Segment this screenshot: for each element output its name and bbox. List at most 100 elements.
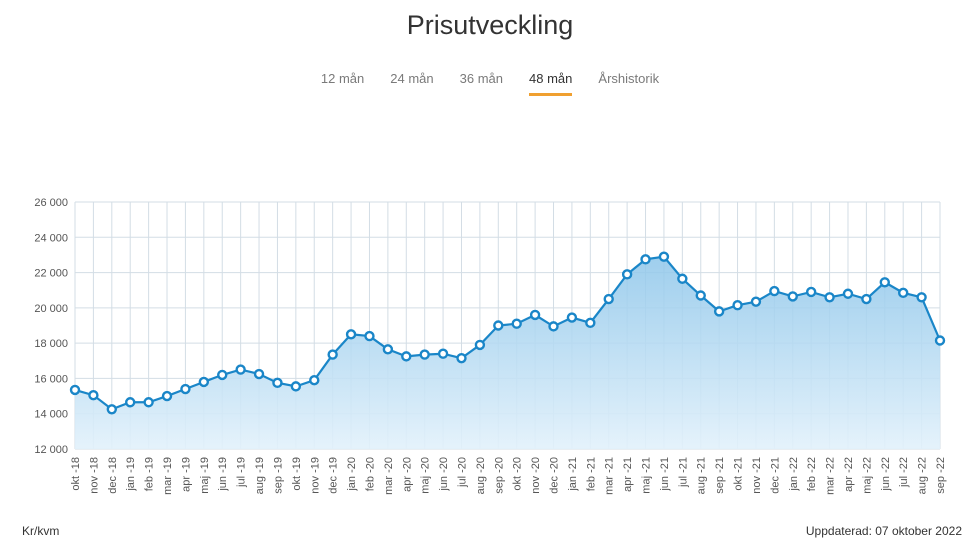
chart-points: [69, 251, 946, 415]
x-tick-label: mar -20: [383, 457, 395, 495]
x-tick-label: okt -18: [70, 457, 82, 491]
data-point: [474, 339, 486, 351]
x-tick-label: apr -21: [622, 457, 634, 492]
y-tick-label: 12 000: [34, 444, 68, 456]
data-point: [677, 273, 688, 284]
x-tick-label: okt -19: [291, 457, 303, 491]
x-tick-label: apr -19: [180, 457, 192, 492]
data-point: [125, 397, 136, 408]
data-point: [161, 390, 173, 402]
x-tick-label: apr -20: [401, 457, 413, 492]
x-tick-label: sep -21: [714, 457, 726, 494]
data-point: [382, 344, 394, 355]
x-tick-label: sep -22: [935, 457, 947, 494]
x-tick-label: aug -21: [696, 457, 708, 494]
price-area-fill: [75, 256, 940, 449]
period-tabs: 12 mån 24 mån 36 mån 48 mån Årshistorik: [0, 69, 980, 96]
chart-axes: 12 000 14 000 16 000 18 000 20 000 22 000 24 0…: [34, 197, 947, 495]
data-point: [401, 351, 412, 362]
data-point: [69, 384, 81, 396]
data-point: [879, 277, 890, 288]
y-tick-label: 18 000: [34, 338, 68, 350]
data-point: [566, 312, 578, 323]
x-tick-label: sep -20: [493, 457, 505, 494]
data-point: [180, 383, 191, 395]
data-point: [290, 381, 302, 392]
x-tick-label: mar -22: [825, 457, 837, 495]
data-point: [437, 348, 449, 359]
x-tick-label: feb -19: [144, 457, 156, 491]
data-point: [621, 269, 633, 280]
x-tick-label: jun -21: [659, 457, 671, 492]
tab-36-months[interactable]: 36 mån: [459, 71, 504, 86]
data-point: [309, 374, 320, 386]
x-tick-label: aug -19: [254, 457, 266, 494]
data-point: [253, 368, 265, 380]
x-tick-label: feb -22: [806, 457, 818, 491]
data-point: [805, 286, 817, 298]
data-point: [787, 291, 798, 302]
data-point: [345, 329, 357, 340]
data-point: [658, 251, 670, 262]
data-point: [529, 309, 541, 321]
x-tick-label: jul -19: [236, 457, 248, 488]
x-tick-label: dec -19: [328, 457, 340, 494]
x-tick-label: aug -20: [475, 457, 487, 494]
data-point: [364, 330, 375, 342]
data-point: [824, 292, 835, 303]
data-point: [640, 254, 651, 265]
data-point: [695, 290, 706, 301]
price-chart: 12 000 14 000 16 000 18 000 20 000 22 000 24 0…: [34, 197, 947, 495]
tab-12-months[interactable]: 12 mån: [320, 71, 365, 86]
x-tick-label: nov -21: [751, 457, 763, 494]
x-tick-label: jul -20: [456, 457, 468, 488]
x-tick-label: maj -22: [861, 457, 873, 494]
x-tick-label: dec -21: [769, 457, 781, 494]
x-tick-label: feb -21: [585, 457, 597, 491]
data-point: [769, 285, 780, 297]
x-tick-label: maj -21: [641, 457, 653, 494]
data-point: [603, 293, 614, 305]
x-tick-label: jan -22: [788, 457, 800, 492]
data-point: [861, 293, 872, 305]
x-tick-label: nov -20: [530, 457, 542, 494]
data-point: [934, 335, 946, 346]
y-tick-label: 14 000: [34, 409, 68, 421]
data-point: [143, 397, 154, 408]
unit-label: Kr/kvm: [22, 524, 60, 538]
x-tick-label: jun -20: [438, 457, 450, 492]
x-tick-label: jun -19: [217, 457, 229, 492]
data-point: [106, 404, 118, 415]
x-tick-label: jan -20: [346, 457, 358, 492]
y-tick-label: 16 000: [34, 373, 68, 385]
x-tick-label: dec -18: [107, 457, 119, 494]
tab-24-months[interactable]: 24 mån: [390, 71, 434, 86]
data-point: [897, 287, 909, 299]
x-tick-label: okt -20: [512, 457, 524, 491]
x-tick-label: jan -19: [125, 457, 137, 492]
x-tick-label: jan -21: [567, 457, 579, 492]
data-point: [272, 377, 283, 389]
x-tick-label: jun -22: [880, 457, 892, 492]
x-tick-label: apr -22: [843, 457, 855, 492]
data-point: [585, 317, 596, 329]
x-tick-label: sep -19: [272, 457, 284, 494]
x-tick-label: mar -19: [162, 457, 174, 495]
tab-48-months[interactable]: 48 mån: [529, 69, 573, 96]
x-tick-label: okt -21: [733, 457, 745, 491]
x-tick-label: maj -20: [420, 457, 432, 494]
data-point: [217, 369, 228, 381]
y-tick-label: 20 000: [34, 303, 68, 315]
data-point: [916, 292, 927, 303]
x-tick-label: nov -18: [88, 457, 100, 494]
data-point: [327, 349, 338, 360]
x-tick-label: mar -21: [604, 457, 616, 495]
y-tick-label: 26 000: [34, 197, 68, 209]
data-point: [198, 376, 210, 388]
tab-year-history[interactable]: Årshistorik: [598, 71, 660, 86]
x-tick-label: nov -19: [309, 457, 321, 494]
data-point: [456, 352, 467, 364]
data-point: [713, 306, 725, 317]
data-point: [548, 321, 559, 332]
